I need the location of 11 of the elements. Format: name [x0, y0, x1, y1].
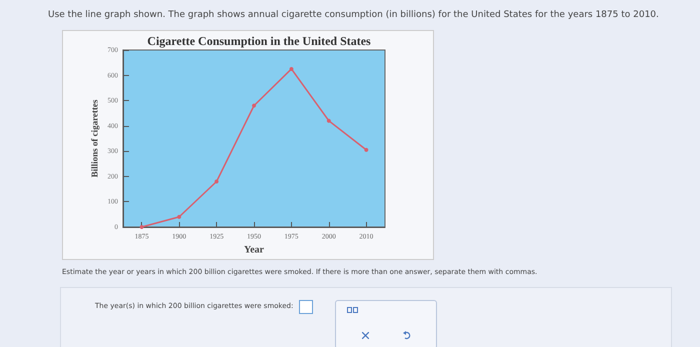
point: [326, 118, 331, 123]
point: [214, 179, 219, 184]
x-axis-title: Year: [244, 244, 265, 256]
point: [177, 214, 182, 219]
y-axis-title: Billions of cigarettes: [90, 99, 100, 178]
text: Use the line graph shown. The graph shows annual cigarette consumption (in billions) for the United States for the years 1875 to 2010.: [48, 10, 659, 20]
chart-title: Cigarette Consumption in the United States: [147, 34, 372, 48]
point: [140, 225, 144, 229]
point: [252, 104, 256, 108]
point: [364, 148, 368, 152]
point: [289, 66, 294, 71]
